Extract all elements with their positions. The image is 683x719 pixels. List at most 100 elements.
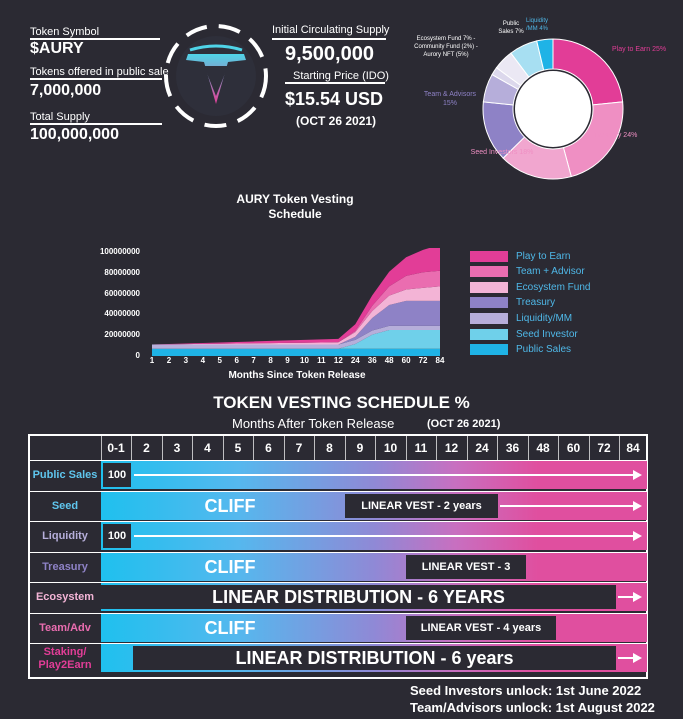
legend-swatch <box>470 250 508 262</box>
arrow-head-icon <box>633 531 642 541</box>
legend-swatch <box>470 266 508 278</box>
y-tick-label: 60000000 <box>104 288 140 298</box>
circulating-label: Initial Circulating Supply <box>272 24 390 36</box>
column-header: 10 <box>383 441 398 455</box>
x-tick-label: 84 <box>435 356 445 365</box>
x-tick-label: 12 <box>333 356 343 365</box>
donut-label-play-to-earn: Play to Earn 25% <box>612 46 667 53</box>
legend-swatch <box>470 344 508 356</box>
column-header: 84 <box>626 441 640 455</box>
legend-item: Public Sales <box>470 344 571 356</box>
circulating-value: 9,500,000 <box>285 43 374 65</box>
y-tick-label: 40000000 <box>104 309 140 319</box>
donut-label-public-sales: Public Sales 7% <box>498 21 524 35</box>
divider <box>30 38 160 40</box>
vesting-title: TOKEN VESTING SCHEDULE % <box>213 393 470 412</box>
linear-vest-box: LINEAR VEST - 2 years <box>345 493 498 518</box>
area-series-treasury <box>152 300 440 345</box>
row-label: Ecosystem <box>35 591 95 603</box>
grid-line <box>101 436 102 460</box>
legend-label: Ecosystem Fund <box>516 281 591 293</box>
x-tick-label: 24 <box>350 356 360 365</box>
legend-label: Seed Investor <box>516 328 578 340</box>
row-divider <box>30 460 646 461</box>
grid-line <box>436 436 437 460</box>
vesting-table <box>28 434 648 679</box>
row-divider <box>30 551 646 553</box>
public-sale-label: Tokens offered in public sale <box>30 66 169 78</box>
legend-swatch <box>470 328 508 340</box>
legend-label: Liquidity/MM <box>516 312 573 324</box>
arrow-head-icon <box>633 653 642 663</box>
symbol-value: $AURY <box>30 40 84 57</box>
vesting-subtitle-date: (OCT 26 2021) <box>427 418 501 430</box>
row-divider <box>30 643 646 644</box>
price-value: $15.54 USD <box>285 89 384 109</box>
column-header: 12 <box>444 441 459 455</box>
arrow-head-icon <box>633 470 642 480</box>
linear-distribution-box: LINEAR DISTRIBUTION - 6 years <box>133 646 616 670</box>
x-tick-label: 48 <box>384 356 394 365</box>
vest-arrow <box>500 504 634 507</box>
column-header: 36 <box>505 441 520 455</box>
unlock-arrow <box>134 535 634 537</box>
row-divider <box>30 582 646 583</box>
x-tick-label: 4 <box>200 356 206 365</box>
x-tick-label: 36 <box>367 356 377 365</box>
linear-distribution-box: LINEAR DISTRIBUTION - 6 YEARS <box>101 585 616 609</box>
column-header: 6 <box>265 441 272 455</box>
x-tick-label: 8 <box>268 356 273 365</box>
column-header: 60 <box>566 441 581 455</box>
x-tick-label: 6 <box>234 356 239 365</box>
legend-item: Liquidity/MM <box>470 312 572 324</box>
vesting-bar <box>101 613 647 642</box>
column-header: 48 <box>536 441 550 455</box>
grid-line <box>375 436 376 460</box>
row-label: Seed <box>51 499 79 512</box>
area-chart <box>152 248 440 356</box>
column-header: 7 <box>295 441 303 455</box>
column-header: 2 <box>143 441 150 455</box>
price-date: (OCT 26 2021) <box>296 114 377 128</box>
grid-line <box>223 436 224 460</box>
row-divider <box>30 521 646 522</box>
cliff-label: CLIFF <box>204 617 256 638</box>
column-header: 0-1 <box>107 441 125 455</box>
seed-unlock-note: Seed Investors unlock: 1st June 2022 <box>410 683 642 698</box>
legend-label: Play to Earn <box>516 250 571 262</box>
y-tick-label: 100000000 <box>99 247 140 256</box>
area-series-play-to-earn <box>152 248 440 345</box>
divider <box>272 38 386 40</box>
legend-item: Seed Investor <box>470 328 578 340</box>
x-tick-label: 11 <box>317 356 326 365</box>
percent-badge: 100 <box>103 463 131 487</box>
row-divider <box>30 612 646 614</box>
donut-label-team: Team & Advisors 15% <box>423 91 477 107</box>
x-tick-label: 60 <box>401 356 411 365</box>
grid-line <box>253 436 254 460</box>
row-label: Public Sales <box>32 469 98 481</box>
vesting-subtitle: Months After Token Release <box>232 416 395 431</box>
legend-swatch <box>470 312 508 324</box>
grid-line <box>162 436 163 460</box>
x-tick-label: 5 <box>217 356 222 365</box>
divider <box>30 78 162 80</box>
row-divider <box>30 490 646 492</box>
area-chart-xlabel: Months Since Token Release <box>228 370 366 381</box>
column-header: 5 <box>234 441 242 455</box>
legend-label: Public Sales <box>516 344 572 356</box>
area-series-liquidity-mm <box>152 325 440 349</box>
grid-line <box>284 436 285 460</box>
team-unlock-note: Team/Advisors unlock: 1st August 2022 <box>410 700 655 715</box>
y-tick-label: 0 <box>135 351 140 360</box>
legend-item: Ecosystem Fund <box>470 281 590 293</box>
x-tick-label: 1 <box>149 356 155 365</box>
grid-line <box>497 436 498 460</box>
divider <box>30 123 162 125</box>
x-tick-label: 10 <box>300 356 309 365</box>
column-header: 11 <box>414 441 428 455</box>
column-header: 9 <box>356 441 364 455</box>
column-header: 24 <box>475 441 489 455</box>
symbol-label: Token Symbol <box>30 26 100 38</box>
donut-label-treasury: Treasury 24% <box>594 132 638 139</box>
